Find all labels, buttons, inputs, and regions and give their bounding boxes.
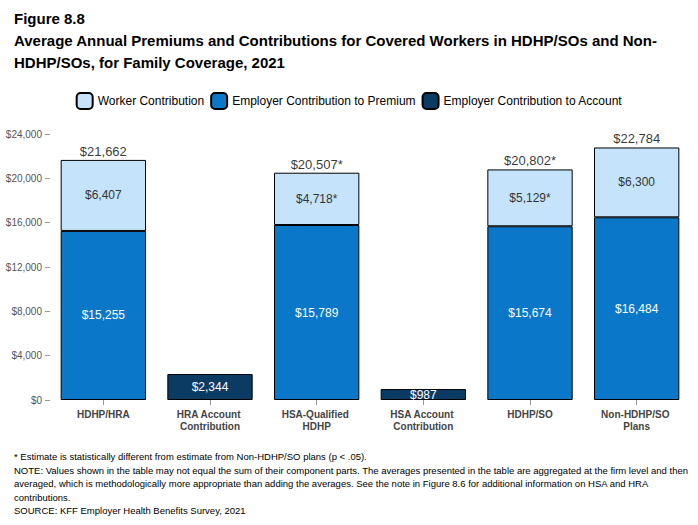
svg-text:$987: $987 <box>410 388 437 402</box>
svg-text:$16,000: $16,000 <box>6 217 43 228</box>
svg-text:$2,344: $2,344 <box>192 380 229 394</box>
svg-text:$20,507*: $20,507* <box>291 157 343 172</box>
html-text:Figure 8.8: Figure 8.8 <box>14 10 85 27</box>
svg-text:HRA Account: HRA Account <box>177 409 243 420</box>
svg-text:$20,802*: $20,802* <box>504 153 556 168</box>
svg-text:HDHP/HRA: HDHP/HRA <box>77 409 130 420</box>
svg-text:$5,129*: $5,129* <box>509 191 551 205</box>
svg-text:$24,000: $24,000 <box>6 129 43 140</box>
svg-text:$15,789: $15,789 <box>295 306 339 320</box>
svg-text:HDHP/SO: HDHP/SO <box>507 409 553 420</box>
svg-text:Contribution: Contribution <box>180 421 240 432</box>
svg-text:$21,662: $21,662 <box>80 144 127 159</box>
html-text:NOTE: Values shown in the tabl: NOTE: Values shown in the table may not … <box>14 464 688 503</box>
svg-text:$6,300: $6,300 <box>618 175 655 189</box>
svg-text:$20,000: $20,000 <box>6 173 43 184</box>
svg-text:$0: $0 <box>31 395 43 406</box>
svg-text:$22,784: $22,784 <box>613 131 660 146</box>
svg-text:$15,255: $15,255 <box>82 308 126 322</box>
svg-text:$4,000: $4,000 <box>11 350 42 361</box>
svg-text:Employer Contribution to Premi: Employer Contribution to Premium <box>232 94 415 108</box>
svg-text:$6,407: $6,407 <box>85 188 122 202</box>
svg-text:Plans: Plans <box>623 421 650 432</box>
svg-text:Employer Contribution to Accou: Employer Contribution to Account <box>444 94 623 108</box>
svg-text:$15,674: $15,674 <box>508 306 552 320</box>
svg-text:HDHP: HDHP <box>302 421 331 432</box>
svg-text:$4,718*: $4,718* <box>296 192 338 206</box>
svg-text:$8,000: $8,000 <box>11 306 42 317</box>
svg-text:Non-HDHP/SO: Non-HDHP/SO <box>601 409 672 420</box>
svg-text:Worker Contribution: Worker Contribution <box>98 94 205 108</box>
svg-text:$16,484: $16,484 <box>615 302 659 316</box>
html-text:Average Annual Premiums and Co: Average Annual Premiums and Contribution… <box>14 32 657 71</box>
svg-text:Contribution: Contribution <box>393 421 453 432</box>
svg-text:$12,000: $12,000 <box>6 262 43 273</box>
svg-text:HSA-Qualified: HSA-Qualified <box>282 409 352 420</box>
svg-text:HSA Account: HSA Account <box>390 409 456 420</box>
html-text:SOURCE: KFF Employer Health Be: SOURCE: KFF Employer Health Benefits Sur… <box>14 505 246 516</box>
html-text:* Estimate is statistically di: * Estimate is statistically different fr… <box>14 451 367 462</box>
